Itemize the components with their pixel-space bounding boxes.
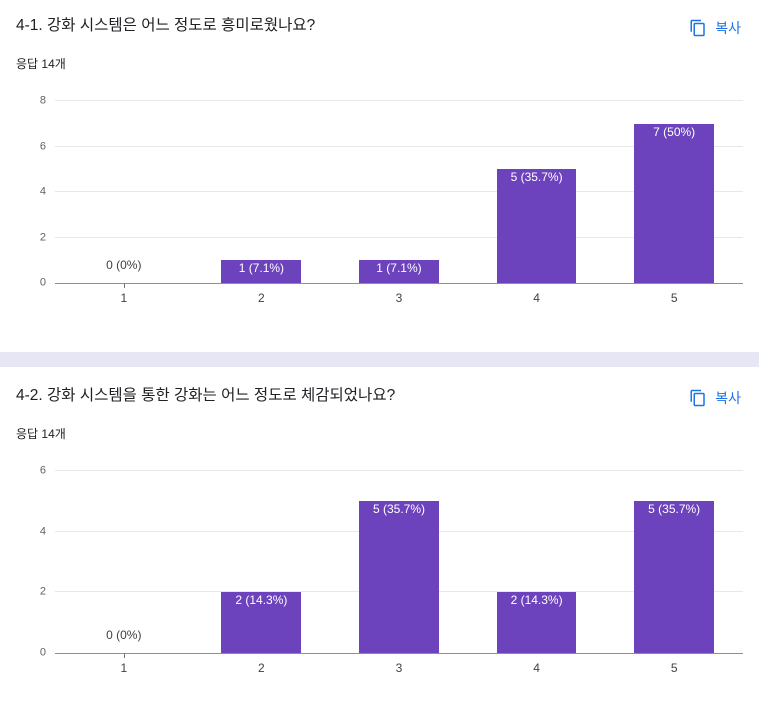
x-axis-labels: 1 2 3 4 5 <box>55 284 743 305</box>
bar-value-label: 1 (7.1%) <box>238 261 285 276</box>
bar <box>634 123 715 283</box>
section-divider <box>0 352 759 367</box>
copy-label: 복사 <box>715 20 741 36</box>
bar-value-label: 5 (35.7%) <box>510 170 563 185</box>
question-header: 4-2. 강화 시스템을 통한 강화는 어느 정도로 체감되었나요? 복사 <box>16 385 743 410</box>
bar-value-label: 0 (0%) <box>106 628 142 642</box>
x-axis-label: 3 <box>395 291 403 305</box>
bar <box>496 592 577 653</box>
copy-button[interactable]: 복사 <box>687 386 743 410</box>
question-header: 4-1. 강화 시스템은 어느 정도로 흥미로웠나요? 복사 <box>16 15 743 40</box>
bar-value-label: 2 (14.3%) <box>510 593 563 608</box>
bar-slot: 0 (0%) <box>55 471 193 658</box>
x-axis-labels: 1 2 3 4 5 <box>55 654 743 675</box>
bar-value-label: 1 (7.1%) <box>376 261 422 276</box>
bar-slot: 5 (35.7%) <box>468 101 606 283</box>
x-axis-label: 4 <box>533 291 540 305</box>
bar-value-label: 7 (50%) <box>653 124 696 139</box>
zero-bar-tick <box>123 653 125 658</box>
bar <box>221 260 302 283</box>
bar <box>221 592 302 653</box>
bar-chart: 0 2 4 6 0 (0%) 2 (14.3%) 5 (35.7%) 2 (14.3%) 5 (… <box>16 465 743 675</box>
gridline <box>55 145 743 147</box>
y-axis-tick-label: 0 <box>39 646 46 659</box>
bar <box>496 169 577 283</box>
bar-slot: 7 (50%) <box>605 101 743 283</box>
bar <box>634 501 715 653</box>
gridline <box>55 236 743 238</box>
question-card-2: 4-2. 강화 시스템을 통한 강화는 어느 정도로 체감되었나요? 복사 응답… <box>0 367 759 718</box>
bar-chart: 0 2 4 6 8 0 (0%) 1 (7.1%) 1 (7.1%) 5 (35.7%) 7 (5… <box>16 95 743 305</box>
x-axis-label: 1 <box>120 291 128 305</box>
y-axis-tick-label: 2 <box>39 585 46 598</box>
x-axis-label: 5 <box>670 661 678 675</box>
y-axis-tick-label: 2 <box>39 231 46 243</box>
question-title: 4-2. 강화 시스템을 통한 강화는 어느 정도로 체감되었나요? <box>16 387 396 404</box>
bar <box>359 260 439 283</box>
bar <box>359 501 439 653</box>
bar-slots: 0 (0%) 2 (14.3%) 5 (35.7%) 2 (14.3%) 5 (35.7… <box>55 471 743 658</box>
bar-value-label: 5 (35.7%) <box>372 502 425 517</box>
response-count: 응답 14개 <box>16 57 66 71</box>
bar-value-label: 2 (14.3%) <box>235 593 288 608</box>
copy-button[interactable]: 복사 <box>687 16 743 40</box>
response-count: 응답 14개 <box>16 427 66 441</box>
x-axis-label: 2 <box>258 661 265 675</box>
y-axis-tick-label: 6 <box>39 464 46 477</box>
copy-icon <box>689 19 707 37</box>
bar-slot: 5 (35.7%) <box>330 471 468 653</box>
bar-slots: 0 (0%) 1 (7.1%) 1 (7.1%) 5 (35.7%) 7 (50%) <box>55 101 743 288</box>
y-axis-tick-label: 4 <box>39 525 46 538</box>
bar-value-label: 5 (35.7%) <box>648 502 701 517</box>
question-title: 4-1. 강화 시스템은 어느 정도로 흥미로웠나요? <box>16 17 316 34</box>
x-axis-label: 2 <box>258 291 265 305</box>
bar-slot: 2 (14.3%) <box>468 471 606 653</box>
y-axis-tick-label: 0 <box>39 276 46 289</box>
plot-area: 0 2 4 6 0 (0%) 2 (14.3%) 5 (35.7%) 2 (14.3%) 5 (… <box>40 465 743 658</box>
bar-slot: 5 (35.7%) <box>605 471 743 653</box>
bar-slot: 1 (7.1%) <box>330 101 468 283</box>
gridline <box>55 191 743 192</box>
copy-label: 복사 <box>715 390 741 406</box>
bar-slot: 1 (7.1%) <box>193 101 331 283</box>
x-axis-label: 5 <box>670 291 678 305</box>
x-axis-label: 3 <box>395 661 403 675</box>
copy-icon <box>689 389 707 407</box>
bar-slot: 2 (14.3%) <box>193 471 331 653</box>
x-axis-label: 1 <box>120 661 128 675</box>
gridline <box>55 100 743 101</box>
y-axis-tick-label: 4 <box>39 185 46 198</box>
x-axis-label: 4 <box>533 661 540 675</box>
y-axis-tick-label: 8 <box>39 94 46 107</box>
zero-bar-tick <box>123 283 125 288</box>
y-axis-tick-label: 6 <box>39 140 46 152</box>
gridline <box>55 470 743 471</box>
bar-slot: 0 (0%) <box>55 101 193 288</box>
bar-value-label: 0 (0%) <box>106 258 142 272</box>
question-card-1: 4-1. 강화 시스템은 어느 정도로 흥미로웠나요? 복사 응답 14개 0 2… <box>0 0 759 352</box>
plot-area: 0 2 4 6 8 0 (0%) 1 (7.1%) 1 (7.1%) 5 (35.7%) 7 (5… <box>40 95 743 288</box>
